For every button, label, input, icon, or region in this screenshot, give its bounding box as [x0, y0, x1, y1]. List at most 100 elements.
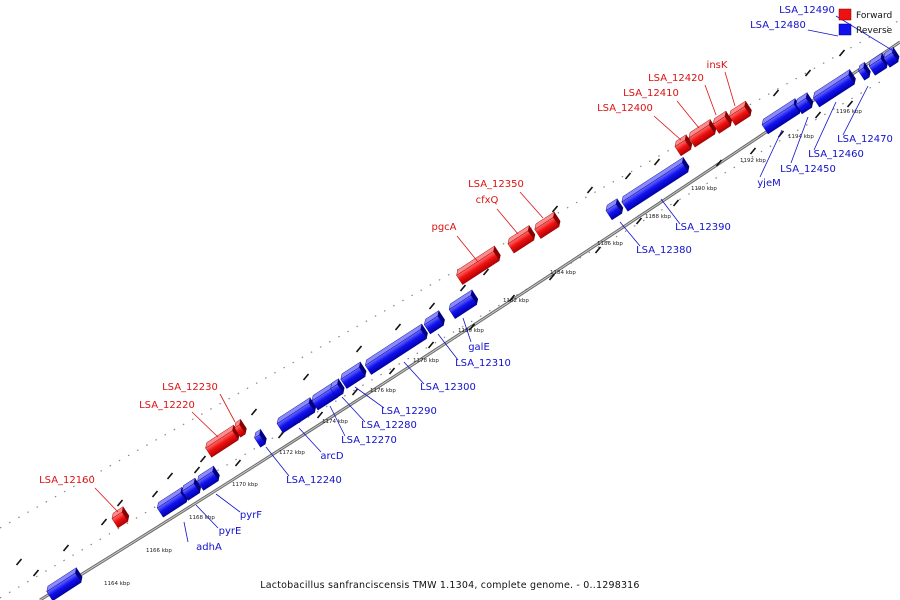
gene-forward [205, 424, 240, 458]
tick-mark [551, 205, 559, 213]
legend-forward-swatch [838, 8, 852, 21]
tick-label: 1196 kbp [836, 109, 862, 115]
gene-forward [234, 418, 247, 438]
gene-label-lsa-12390: LSA_12390 [675, 222, 731, 233]
gene-label-lsa-12410: LSA_12410 [623, 88, 679, 99]
gene-reverse [365, 323, 428, 375]
gene-forward [712, 110, 733, 134]
tick-mark [277, 431, 285, 439]
gene-label-lsa-12460: LSA_12460 [808, 149, 864, 160]
gene-label-lsa-12230: LSA_12230 [162, 382, 218, 393]
leader-line [653, 115, 682, 141]
gene-label-lsa-12480: LSA_12480 [750, 20, 806, 31]
gene-label-yjem: yjeM [757, 178, 780, 189]
legend: Forward Reverse [838, 8, 893, 36]
gene-reverse [197, 465, 220, 491]
tick-mark [772, 89, 780, 97]
gene-label-cfxq: cfxQ [476, 195, 499, 206]
tick-label: 1180 kbp [458, 328, 484, 334]
leader-line [183, 521, 189, 543]
leader-line [437, 333, 459, 361]
leader-line [660, 198, 681, 225]
gene-forward [729, 100, 752, 126]
tick-mark [62, 544, 70, 552]
leader-line [456, 235, 479, 263]
tick-mark [548, 273, 556, 281]
gene-reverse [795, 92, 814, 115]
gene-label-lsa-12160: LSA_12160 [39, 475, 95, 486]
leader-line [496, 208, 519, 235]
tick-mark [388, 367, 396, 375]
gene-reverse [330, 378, 345, 399]
tick-mark [814, 111, 822, 119]
leader-line [676, 100, 700, 129]
leader-line [341, 396, 366, 423]
tick-mark [672, 199, 680, 207]
gene-label-lsa-12300: LSA_12300 [420, 382, 476, 393]
tick-mark [594, 246, 602, 254]
leader-line [619, 221, 641, 247]
leader-line [329, 405, 346, 437]
gene-label-gale: galE [468, 342, 490, 353]
gene-label-pyre: pyrE [219, 526, 242, 537]
gene-forward [674, 134, 693, 157]
gene-label-lsa-12350: LSA_12350 [468, 179, 524, 190]
gene-label-lsa-12280: LSA_12280 [361, 420, 417, 431]
legend-reverse-swatch [838, 23, 852, 36]
tick-mark [302, 373, 310, 381]
leader-line [215, 493, 241, 513]
gene-reverse [868, 52, 889, 76]
gene-label-lsa-12310: LSA_12310 [455, 358, 511, 369]
gene-reverse [448, 289, 479, 319]
tick-mark [394, 323, 402, 331]
leader-line [807, 29, 839, 37]
tick-label: 1168 kbp [189, 515, 215, 521]
tick-mark [32, 569, 40, 577]
gene-forward [688, 118, 717, 148]
leader-line [759, 129, 783, 178]
tick-mark [116, 499, 124, 507]
gene-label-insk: insK [707, 60, 728, 71]
tick-mark [427, 341, 435, 349]
leader-line [790, 116, 809, 164]
leader-line [298, 427, 322, 453]
tick-label: 1190 kbp [691, 186, 717, 192]
leader-line [195, 504, 219, 529]
gene-forward [507, 224, 536, 254]
tick-mark [653, 158, 661, 166]
tick-mark [234, 459, 242, 467]
leader-line [813, 101, 837, 151]
legend-reverse-label: Reverse [856, 26, 893, 36]
tick-label: 1186 kbp [597, 241, 623, 247]
tick-label: 1174 kbp [322, 419, 348, 425]
gene-label-lsa-12490: LSA_12490 [779, 5, 835, 16]
tick-label: 1172 kbp [279, 450, 305, 456]
gene-label-lsa-12450: LSA_12450 [780, 164, 836, 175]
gene-reverse [605, 198, 624, 221]
gene-label-lsa-12470: LSA_12470 [837, 134, 893, 145]
gene-label-lsa-12270: LSA_12270 [341, 435, 397, 446]
tick-label: 1182 kbp [503, 298, 529, 304]
tick-mark [749, 147, 757, 155]
gene-labels: LSA_12160 LSA_12220 LSA_12230 pgcA cfxQ LSA_1… [39, 5, 896, 553]
leader-line [519, 191, 544, 219]
leader-line [724, 71, 736, 107]
gene-label-adha: adhA [196, 542, 222, 553]
tick-mark [15, 558, 23, 566]
leader-line [219, 393, 236, 423]
gene-label-arcd: arcD [320, 451, 344, 462]
tick-mark [355, 345, 363, 353]
gene-reverse [423, 310, 445, 335]
leader-line [403, 361, 425, 385]
leader-line [265, 446, 290, 477]
gene-reverse [621, 156, 690, 212]
forward-genes [111, 100, 752, 529]
gene-forward [456, 245, 501, 285]
tick-mark [151, 490, 159, 498]
gene-reverse [46, 567, 83, 600]
tick-label: 1192 kbp [740, 158, 766, 164]
gene-label-lsa-12240: LSA_12240 [286, 475, 342, 486]
leader-line [704, 84, 717, 116]
tick-mark [199, 455, 207, 463]
